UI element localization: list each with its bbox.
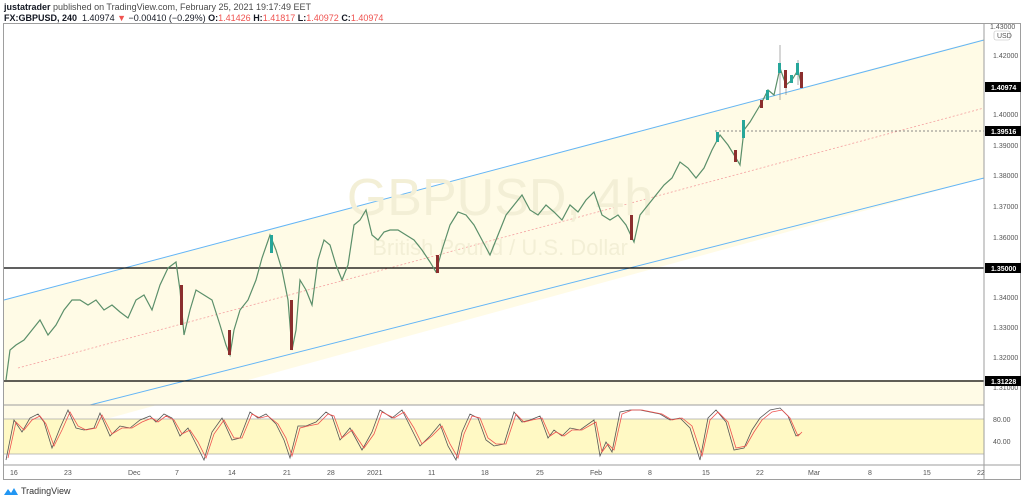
channel-upper-line xyxy=(3,39,985,301)
down-arrow-icon: ▼ xyxy=(117,13,127,23)
svg-text:1.35000: 1.35000 xyxy=(991,266,1016,273)
svg-text:40.00: 40.00 xyxy=(993,439,1011,446)
svg-text:18: 18 xyxy=(481,470,489,477)
price-axis[interactable]: 1.43000 USD 1.42000 1.40000 1.39000 1.38… xyxy=(985,24,1021,446)
svg-text:USD: USD xyxy=(997,33,1012,40)
open-label: O: xyxy=(208,13,219,23)
svg-text:16: 16 xyxy=(10,470,18,477)
time-axis[interactable]: 16 23 Dec 7 14 21 28 2021 11 18 25 Feb 8… xyxy=(10,470,985,477)
watermark-subtitle: British Pound / U.S. Dollar xyxy=(372,235,628,260)
resistance-tag xyxy=(985,263,1021,273)
svg-text:1.31000: 1.31000 xyxy=(993,385,1018,392)
symbol-legend: FX:GBPUSD, 240 1.40974 ▼ −0.00410 (−0.29… xyxy=(4,13,383,23)
svg-text:Mar: Mar xyxy=(808,470,821,477)
high-label: H: xyxy=(253,13,263,23)
stoch-k-line xyxy=(5,407,801,462)
svg-text:21: 21 xyxy=(283,470,291,477)
svg-text:15: 15 xyxy=(923,470,931,477)
support-tag xyxy=(985,376,1021,386)
svg-text:1.38000: 1.38000 xyxy=(993,173,1018,180)
svg-text:25: 25 xyxy=(536,470,544,477)
svg-text:2021: 2021 xyxy=(367,470,383,477)
svg-text:1.43000: 1.43000 xyxy=(990,24,1015,31)
svg-text:1.33000: 1.33000 xyxy=(993,325,1018,332)
svg-text:8: 8 xyxy=(868,470,872,477)
chart-frame xyxy=(3,23,1021,480)
tradingview-logo-icon xyxy=(4,487,18,495)
published-text: published on TradingView.com, February 2… xyxy=(53,2,312,12)
stoch-d-line xyxy=(7,409,803,460)
svg-text:Dec: Dec xyxy=(128,470,141,477)
last-price-tag xyxy=(985,82,1021,92)
channel-lower-line xyxy=(89,177,985,406)
watermark-title: GBPUSD, 4h xyxy=(347,169,653,227)
svg-text:1.36000: 1.36000 xyxy=(993,235,1018,242)
open-value: 1.41426 xyxy=(218,13,251,23)
low-value: 1.40972 xyxy=(306,13,339,23)
price-path xyxy=(5,65,803,381)
close-label: C: xyxy=(341,13,351,23)
svg-text:1.37000: 1.37000 xyxy=(993,204,1018,211)
svg-text:80.00: 80.00 xyxy=(993,417,1011,424)
svg-text:8: 8 xyxy=(648,470,652,477)
svg-text:1.34000: 1.34000 xyxy=(993,295,1018,302)
symbol-label: FX:GBPUSD, 240 xyxy=(4,13,78,23)
publish-info: justatrader published on TradingView.com… xyxy=(4,2,311,12)
svg-text:14: 14 xyxy=(228,470,236,477)
svg-text:1.31228: 1.31228 xyxy=(991,379,1016,386)
svg-text:1.39000: 1.39000 xyxy=(993,143,1018,150)
svg-text:1.40000: 1.40000 xyxy=(993,112,1018,119)
svg-text:1.32000: 1.32000 xyxy=(993,355,1018,362)
osc-band xyxy=(4,419,984,454)
close-value: 1.40974 xyxy=(350,13,384,23)
svg-text:22: 22 xyxy=(756,470,764,477)
svg-text:7: 7 xyxy=(175,470,179,477)
price-change: −0.00410 (−0.29%) xyxy=(128,13,206,23)
low-label: L: xyxy=(297,13,307,23)
svg-text:23: 23 xyxy=(64,470,72,477)
channel-median-line xyxy=(17,107,985,369)
svg-text:Feb: Feb xyxy=(590,470,602,477)
svg-text:11: 11 xyxy=(428,470,435,477)
last-price: 1.40974 xyxy=(82,13,115,23)
publisher-name[interactable]: justatrader xyxy=(4,2,51,12)
svg-text:28: 28 xyxy=(327,470,335,477)
candles xyxy=(180,45,803,355)
tradingview-logo[interactable]: TradingView xyxy=(4,486,71,496)
channel-fill xyxy=(4,39,984,447)
svg-text:22: 22 xyxy=(977,470,985,477)
svg-text:1.39516: 1.39516 xyxy=(991,129,1016,136)
high-value: 1.41817 xyxy=(262,13,296,23)
brand-name: TradingView xyxy=(21,486,71,496)
svg-text:1.40974: 1.40974 xyxy=(991,85,1016,92)
svg-text:15: 15 xyxy=(702,470,710,477)
dotted-level-tag xyxy=(985,126,1021,136)
svg-text:1.42000: 1.42000 xyxy=(993,53,1018,60)
